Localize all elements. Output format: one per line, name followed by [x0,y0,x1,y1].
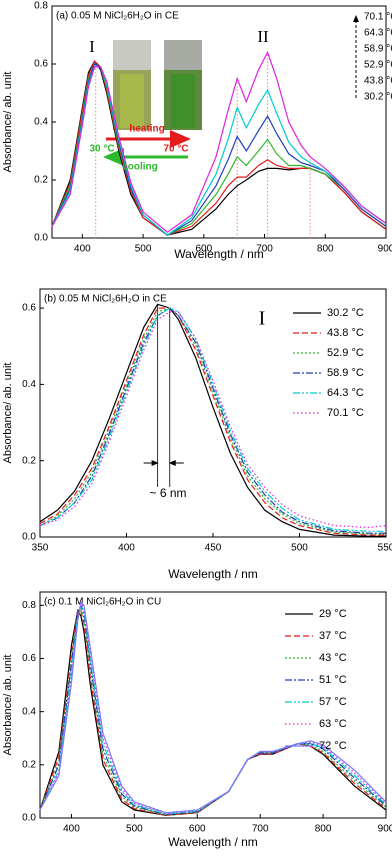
y-tick-label: 0.6 [22,303,36,314]
inset-photos [113,40,202,130]
x-tick-label: 400 [63,824,80,835]
spectrum-line [39,307,386,532]
chart-title: (c) 0.1 M NiCl₂6H₂O in CU [44,597,161,608]
y-tick-label: 0.4 [22,706,36,717]
y-axis-label: Absorbance/ ab. unit [2,72,14,173]
x-tick-label: 500 [291,543,308,554]
spectrum-line [51,50,387,233]
y-tick-label: 0.2 [22,455,36,466]
annotation: I [259,308,266,330]
x-tick-label: 800 [317,244,334,255]
spectrum-line [51,63,387,236]
x-tick-label: 400 [74,244,91,255]
chart-title: (b) 0.05 M NiCl₂6H₂O in CE [44,294,167,305]
y-tick-label: 0.6 [22,653,36,664]
y-tick-label: 0.6 [34,59,48,70]
y-tick-label: 0.0 [22,532,36,543]
y-tick-label: 0.4 [34,117,48,128]
legend-label: 58.9 °C [327,367,364,379]
annotation: 70 °C [163,144,188,155]
annotation: heating [129,124,165,135]
x-tick-label: 900 [378,244,392,255]
annotation: cooling [122,162,158,173]
legend-label: 30.2 °C [327,307,364,319]
x-axis-label: Wavelength / nm [168,567,258,581]
spectrum-line [39,307,386,535]
annotation: II [257,27,269,46]
chart-title: (a) 0.05 M NiCl₂6H₂O in CE [56,11,179,22]
x-tick-label: 350 [32,543,49,554]
legend-label: 70.1 °C [327,407,364,419]
annotation: I [89,37,95,56]
y-tick-label: 0.8 [34,1,48,12]
legend-label: 72 °C [319,740,347,752]
x-tick-label: 900 [378,824,392,835]
spectrum-line [39,601,387,814]
x-tick-label: 450 [205,543,222,554]
legend-label: 43.8 °C [364,76,392,87]
legend-label: 43.8 °C [327,327,364,339]
legend-label: 43 °C [319,652,347,664]
legend-label: 51 °C [319,674,347,686]
legend-label: 52.9 °C [364,60,392,71]
y-tick-label: 0.0 [34,233,48,244]
plot-frame [39,591,387,819]
x-tick-label: 600 [195,244,212,255]
spectrum-line [39,307,386,536]
y-tick-label: 0.0 [22,813,36,824]
annotation: ~ 6 nm [149,486,186,500]
x-tick-label: 700 [256,244,273,255]
legend-label: 70.1 °C [364,12,392,23]
x-tick-label: 500 [126,824,143,835]
y-axis-label: Absorbance/ ab. unit [2,363,14,464]
y-tick-label: 0.4 [22,379,36,390]
spectrum-line [39,303,386,537]
plot-frame [51,5,387,239]
legend-label: 30.2 °C [364,92,392,103]
legend-label: 63 °C [319,718,347,730]
spectrum-line [39,600,387,815]
legend-label: 64.3 °C [364,28,392,39]
y-tick-label: 0.2 [34,175,48,186]
y-axis-label: Absorbance/ ab. unit [2,655,14,756]
x-axis-label: Wavelength / nm [168,835,258,849]
legend-label: 37 °C [319,630,347,642]
annotation: 30 °C [89,144,114,155]
spectrum-line [39,603,387,815]
x-axis-label: Wavelength / nm [174,247,264,261]
x-tick-label: 800 [315,824,332,835]
legend-label: 58.9 °C [364,44,392,55]
spectrum-line [39,311,387,529]
x-tick-label: 500 [135,244,152,255]
y-tick-label: 0.8 [22,600,36,611]
x-tick-label: 400 [118,543,135,554]
spectrum-line [39,307,386,534]
legend-label: 29 °C [319,608,347,620]
legend-label: 52.9 °C [327,347,364,359]
x-tick-label: 600 [189,824,206,835]
legend-label: 64.3 °C [327,387,364,399]
y-tick-label: 0.2 [22,759,36,770]
legend-label: 57 °C [319,696,347,708]
x-tick-label: 700 [252,824,269,835]
x-tick-label: 550 [378,543,392,554]
